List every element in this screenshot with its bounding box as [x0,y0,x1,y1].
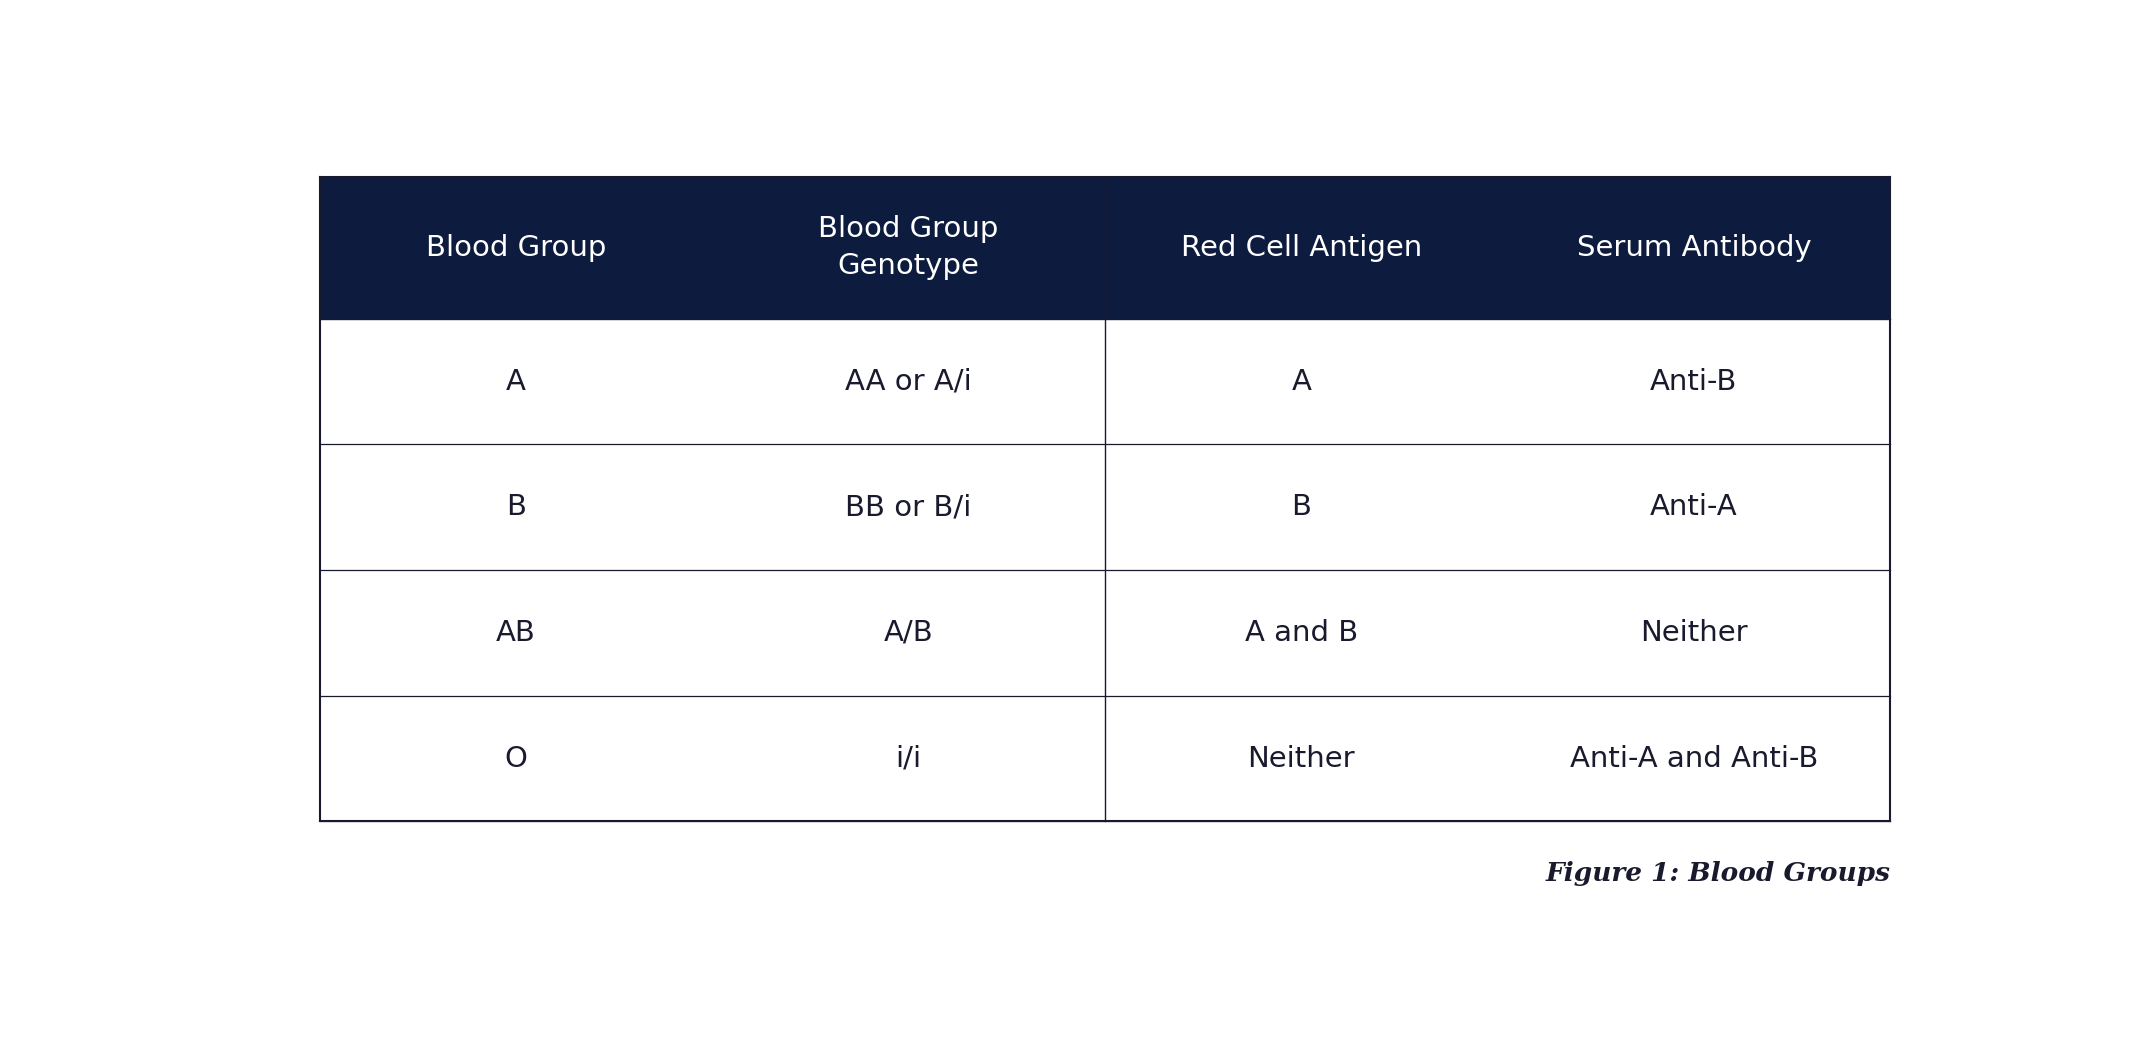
Text: A/B: A/B [884,619,934,647]
Text: Neither: Neither [1641,619,1749,647]
Text: BB or B/i: BB or B/i [845,493,972,521]
Text: Figure 1: Blood Groups: Figure 1: Blood Groups [1546,860,1891,886]
Text: Blood Group
Genotype: Blood Group Genotype [819,215,998,280]
Bar [319,177,1891,318]
Text: AB: AB [496,619,537,647]
Text: Anti-A: Anti-A [1649,493,1738,521]
Text: A: A [507,367,526,395]
Text: Anti-B: Anti-B [1649,367,1738,395]
Text: Red Cell Antigen: Red Cell Antigen [1181,234,1423,262]
Text: A and B: A and B [1244,619,1358,647]
Bar [319,696,1891,822]
Text: B: B [507,493,526,521]
Bar [319,444,1891,570]
Text: Serum Antibody: Serum Antibody [1576,234,1811,262]
Text: A: A [1291,367,1311,395]
Bar [319,318,1891,444]
Text: AA or A/i: AA or A/i [845,367,972,395]
Text: O: O [505,745,528,773]
Bar [319,570,1891,696]
Text: Blood Group: Blood Group [425,234,606,262]
Text: Anti-A and Anti-B: Anti-A and Anti-B [1570,745,1818,773]
Text: i/i: i/i [895,745,921,773]
Text: Neither: Neither [1248,745,1356,773]
Text: B: B [1291,493,1311,521]
